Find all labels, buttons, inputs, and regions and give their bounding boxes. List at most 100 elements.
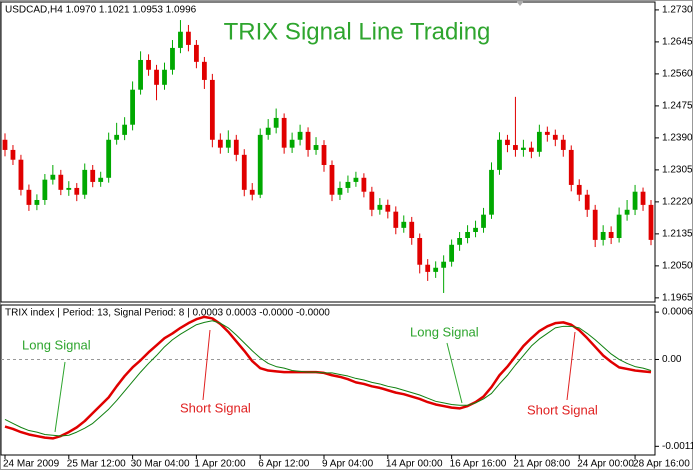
candle-body <box>528 147 534 152</box>
candle-body <box>489 169 494 215</box>
candle-body <box>624 209 630 215</box>
y-tick-label: 1.2220 <box>662 197 693 208</box>
candle-body <box>640 191 646 205</box>
candle-body <box>608 231 614 239</box>
candle-body <box>401 221 407 228</box>
candle-body <box>425 264 431 272</box>
candle-body <box>265 127 271 135</box>
candle-body <box>273 117 279 128</box>
main-panel <box>0 1 656 303</box>
x-tick-label: 24 Apr 00:00 <box>577 459 634 470</box>
candle-body <box>632 191 638 210</box>
y-tick-label: 1.2730 <box>662 5 693 16</box>
candle-body <box>505 139 510 146</box>
candle-body <box>138 59 143 90</box>
candle-body <box>66 187 72 190</box>
x-tick-label: 24 Mar 2009 <box>3 459 60 470</box>
candle-body <box>321 145 327 165</box>
candle-body <box>82 169 88 195</box>
candle-body <box>122 124 128 135</box>
candle-body <box>560 139 566 150</box>
y-tick-label: 0.00 <box>662 354 682 365</box>
candle-body <box>305 131 311 150</box>
candle-body <box>50 174 56 180</box>
x-tick-label: 21 Apr 08:00 <box>513 459 570 470</box>
candle-body <box>281 117 287 148</box>
y-tick-label: 1.1965 <box>662 293 693 304</box>
candle-body <box>433 267 439 272</box>
candle-body <box>521 147 526 150</box>
candle-body <box>289 139 295 148</box>
y-tick-label: 1.2305 <box>662 165 693 176</box>
y-tick-label: 1.2645 <box>662 37 693 48</box>
candle-body <box>10 149 16 160</box>
candle-body <box>457 238 462 245</box>
candle-body <box>513 145 518 150</box>
candle-body <box>2 139 8 150</box>
candle-body <box>544 131 550 135</box>
y-tick-label: 1.2135 <box>662 229 693 240</box>
candle-body <box>449 244 455 262</box>
y-tick-label: 0.0006 <box>662 307 693 318</box>
candle-body <box>409 221 415 239</box>
candle-body <box>225 139 231 148</box>
y-tick-label: 1.2475 <box>662 101 693 112</box>
candle-body <box>536 131 542 152</box>
candle-body <box>385 204 391 212</box>
plot-layer: 1.2730 1.2645 1.2560 1.2475 1.2390 1.2305 1.22… <box>1 5 693 470</box>
candle-body <box>249 189 255 195</box>
candle-body <box>377 204 383 210</box>
candle-body <box>648 204 654 240</box>
candle-body <box>106 139 112 178</box>
candle-body <box>154 69 159 85</box>
y-tick-label: -0.0011 <box>662 441 693 452</box>
x-tick-label: 30 Mar 04:00 <box>131 459 190 470</box>
annotation: Long Signal <box>410 324 479 339</box>
candle-body <box>497 139 502 170</box>
candle-body <box>130 89 135 125</box>
candle-body <box>162 69 167 85</box>
x-tick-label: 16 Apr 16:00 <box>450 459 507 470</box>
x-tick-label: 25 Mar 12:00 <box>67 459 126 470</box>
candle-body <box>345 181 351 188</box>
pointer-line <box>54 361 66 433</box>
candle-body <box>552 134 558 140</box>
candle-body <box>178 31 183 48</box>
candle-body <box>313 145 319 150</box>
candle-body <box>233 139 239 155</box>
y-tick-label: 1.2050 <box>662 261 693 272</box>
candle-body <box>194 44 199 62</box>
annotation: Short Signal <box>180 400 251 415</box>
candle-body <box>209 79 215 140</box>
series-line <box>4 315 652 440</box>
candle-body <box>417 238 423 265</box>
x-tick-label: 9 Apr 04:00 <box>322 459 374 470</box>
candle-body <box>217 139 223 148</box>
y-tick-label: 1.2560 <box>662 69 693 80</box>
candle-body <box>441 261 447 268</box>
pointer-line <box>446 342 463 404</box>
x-tick-label: 1 Apr 20:00 <box>194 459 246 470</box>
candle-body <box>34 199 40 205</box>
candle-body <box>600 231 606 240</box>
symbol-header: USDCAD,H4 1.0970 1.1021 1.0953 1.0996 <box>5 5 197 16</box>
candle-body <box>170 47 175 70</box>
candle-body <box>473 227 478 232</box>
candle-body <box>329 164 335 195</box>
indicator-header: TRIX index | Period: 13, Signal Period: … <box>5 308 330 319</box>
candle-body <box>18 159 24 190</box>
candle-body <box>98 177 104 182</box>
x-tick-label: 14 Apr 00:00 <box>386 459 443 470</box>
y-tick-label: 1.2390 <box>662 133 693 144</box>
candle-body <box>201 61 207 80</box>
indicator-panel <box>0 304 656 456</box>
pointer-line <box>566 331 576 401</box>
pointer-line <box>202 329 211 401</box>
candle-body <box>146 59 151 70</box>
candle-body <box>393 211 399 228</box>
candle-body <box>576 184 582 195</box>
candle-body <box>568 149 574 185</box>
candle-body <box>592 209 598 240</box>
